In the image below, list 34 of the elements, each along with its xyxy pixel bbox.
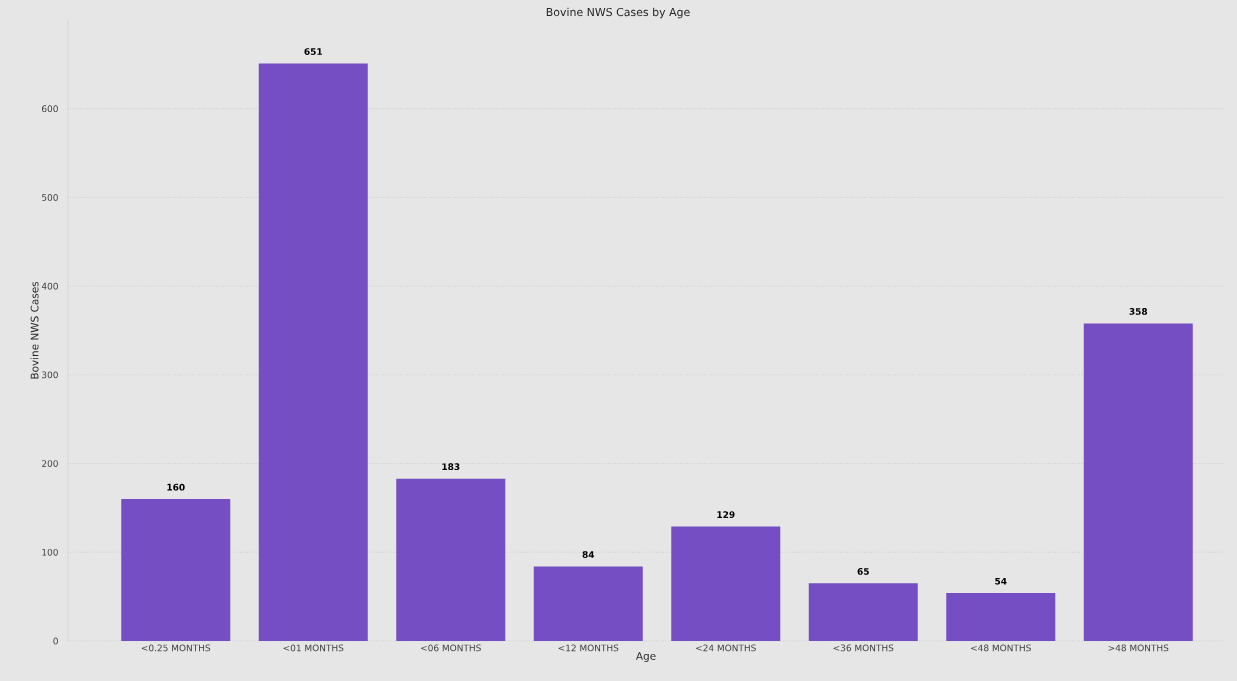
y-tick-label: 600 [42, 105, 58, 113]
y-tick-label: 100 [42, 548, 58, 556]
data-label: 54 [995, 577, 1007, 585]
chart-title: Bovine NWS Cases by Age [546, 7, 690, 19]
x-tick-label: <48 MONTHS [971, 644, 1031, 652]
x-tick-label: >48 MONTHS [1108, 644, 1169, 652]
bar [258, 63, 368, 641]
x-tick-label: <0.25 MONTHS [141, 644, 211, 652]
data-label: 65 [857, 568, 869, 575]
data-label: 129 [717, 511, 735, 519]
data-label: 84 [582, 551, 595, 558]
y-axis-title: Bovine NWS Cases [30, 281, 39, 379]
bar [533, 566, 643, 641]
x-tick-label: <06 MONTHS [421, 644, 481, 652]
x-tick-label: <12 MONTHS [558, 644, 619, 652]
bar [396, 478, 506, 641]
bar [946, 593, 1056, 641]
y-tick-label: 500 [42, 194, 58, 201]
x-tick-label: <01 MONTHS [283, 644, 344, 652]
x-tick-label: <24 MONTHS [696, 644, 756, 652]
data-label: 183 [442, 463, 460, 471]
data-label: 358 [1129, 308, 1148, 315]
y-tick-label: 200 [42, 460, 58, 467]
y-tick-label: 400 [41, 282, 58, 290]
x-tick-label: <36 MONTHS [833, 644, 894, 652]
data-label: 651 [304, 48, 323, 55]
data-label: 160 [167, 483, 185, 491]
bar [1083, 323, 1193, 641]
bar [121, 499, 231, 641]
bar [671, 526, 781, 641]
y-tick-label: 0 [53, 637, 58, 645]
x-axis-title: Age [635, 652, 656, 662]
bar [808, 583, 918, 641]
y-tick-label: 300 [42, 371, 58, 379]
